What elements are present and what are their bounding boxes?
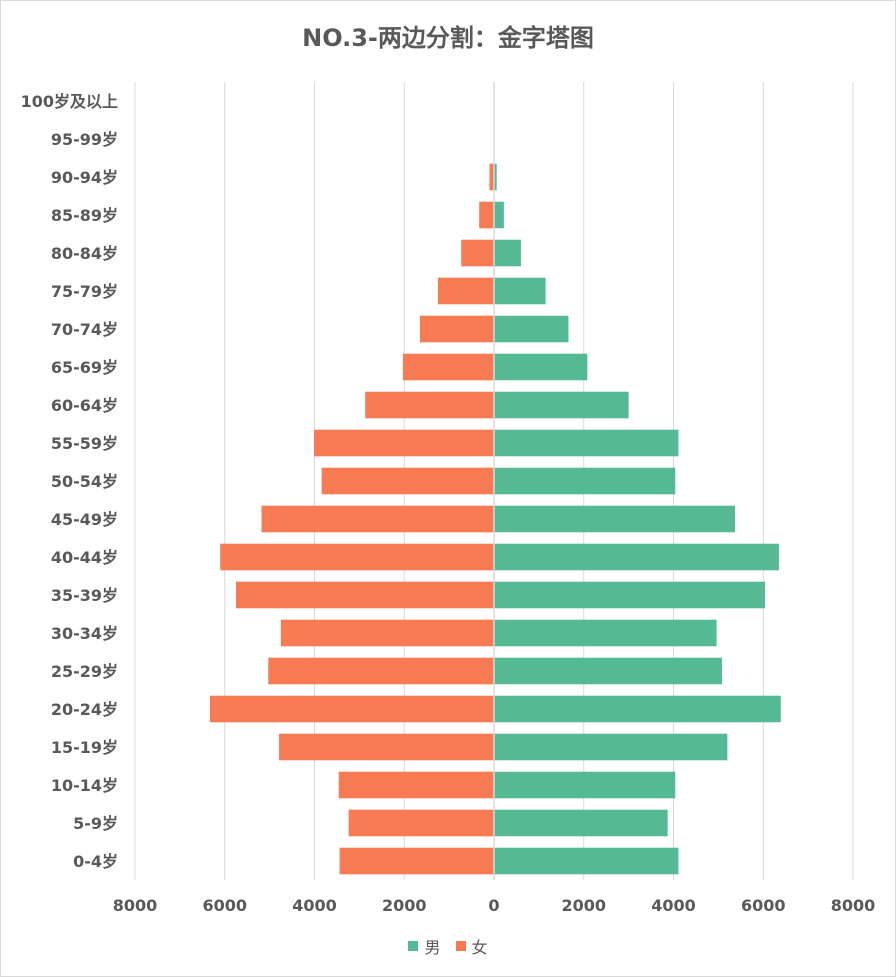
bar-female-80-84岁 bbox=[461, 239, 494, 267]
y-tick-label: 25-29岁 bbox=[51, 662, 118, 681]
y-tick-label: 75-79岁 bbox=[51, 282, 118, 301]
bar-female-70-74岁 bbox=[419, 315, 494, 343]
bar-male-45-49岁 bbox=[494, 505, 735, 533]
x-axis-labels: 8000 6000 4000 2000 0 2000 4000 6000 8000 bbox=[113, 896, 876, 915]
legend-item-female: 女 bbox=[455, 934, 488, 958]
x-tick-label: 6000 bbox=[741, 896, 786, 915]
bar-male-75-79岁 bbox=[494, 277, 546, 305]
bar-male-65-69岁 bbox=[494, 353, 588, 381]
y-tick-label: 95-99岁 bbox=[51, 130, 118, 149]
bar-female-5-9岁 bbox=[348, 809, 494, 837]
x-tick-label: 6000 bbox=[202, 896, 247, 915]
y-tick-label: 20-24岁 bbox=[51, 700, 118, 719]
bar-female-85-89岁 bbox=[479, 201, 494, 229]
x-tick-label: 8000 bbox=[113, 896, 158, 915]
y-tick-label: 15-19岁 bbox=[51, 738, 118, 757]
bar-female-25-29岁 bbox=[268, 657, 494, 685]
bar-female-45-49岁 bbox=[261, 505, 494, 533]
y-axis-labels: 100岁及以上 95-99岁 90-94岁 85-89岁 80-84岁 75-79岁 70-… bbox=[21, 92, 118, 871]
y-tick-label: 0-4岁 bbox=[73, 852, 118, 871]
bars bbox=[209, 163, 781, 875]
bar-female-15-19岁 bbox=[279, 733, 494, 761]
legend: 男 女 bbox=[0, 934, 896, 958]
bar-female-50-54岁 bbox=[321, 467, 494, 495]
x-tick-label: 2000 bbox=[382, 896, 427, 915]
bar-female-30-34岁 bbox=[280, 619, 494, 647]
bar-male-20-24岁 bbox=[494, 695, 781, 723]
x-tick-label: 0 bbox=[488, 896, 499, 915]
bar-male-25-29岁 bbox=[494, 657, 722, 685]
bar-male-55-59岁 bbox=[494, 429, 679, 457]
bar-male-60-64岁 bbox=[494, 391, 629, 419]
legend-item-male: 男 bbox=[408, 934, 440, 958]
y-tick-label: 45-49岁 bbox=[51, 510, 118, 529]
bar-female-65-69岁 bbox=[402, 353, 494, 381]
bar-male-30-34岁 bbox=[494, 619, 717, 647]
bar-female-35-39岁 bbox=[235, 581, 494, 609]
x-tick-label: 4000 bbox=[292, 896, 337, 915]
y-tick-label: 90-94岁 bbox=[51, 168, 118, 187]
y-tick-label: 40-44岁 bbox=[51, 548, 118, 567]
y-tick-label: 55-59岁 bbox=[51, 434, 118, 453]
bar-male-70-74岁 bbox=[494, 315, 569, 343]
y-tick-label: 70-74岁 bbox=[51, 320, 118, 339]
bar-female-40-44岁 bbox=[220, 543, 494, 571]
bar-female-60-64岁 bbox=[365, 391, 494, 419]
bar-male-5-9岁 bbox=[494, 809, 668, 837]
y-tick-label: 35-39岁 bbox=[51, 586, 118, 605]
x-tick-label: 4000 bbox=[651, 896, 696, 915]
bar-male-15-19岁 bbox=[494, 733, 728, 761]
legend-label-female: 女 bbox=[471, 938, 488, 957]
bar-female-55-59岁 bbox=[314, 429, 494, 457]
y-tick-label: 85-89岁 bbox=[51, 206, 118, 225]
bar-male-0-4岁 bbox=[494, 847, 679, 875]
bar-male-85-89岁 bbox=[494, 201, 504, 229]
y-tick-label: 30-34岁 bbox=[51, 624, 118, 643]
legend-swatch-female bbox=[455, 941, 466, 951]
bar-female-75-79岁 bbox=[437, 277, 494, 305]
y-tick-label: 5-9岁 bbox=[73, 814, 118, 833]
y-tick-label: 80-84岁 bbox=[51, 244, 118, 263]
bar-female-20-24岁 bbox=[209, 695, 494, 723]
bar-female-0-4岁 bbox=[339, 847, 494, 875]
y-tick-label: 100岁及以上 bbox=[21, 92, 118, 111]
legend-swatch-male bbox=[408, 941, 419, 951]
y-tick-label: 10-14岁 bbox=[51, 776, 118, 795]
bar-male-50-54岁 bbox=[494, 467, 676, 495]
bar-male-35-39岁 bbox=[494, 581, 766, 609]
chart-title: NO.3-两边分割：金字塔图 bbox=[302, 24, 594, 52]
x-tick-label: 2000 bbox=[561, 896, 606, 915]
bar-male-10-14岁 bbox=[494, 771, 676, 799]
y-tick-label: 65-69岁 bbox=[51, 358, 118, 377]
y-tick-label: 60-64岁 bbox=[51, 396, 118, 415]
bar-female-10-14岁 bbox=[338, 771, 494, 799]
x-tick-label: 8000 bbox=[831, 896, 876, 915]
y-tick-label: 50-54岁 bbox=[51, 472, 118, 491]
bar-male-90-94岁 bbox=[494, 163, 497, 191]
legend-label-male: 男 bbox=[424, 938, 441, 957]
bar-female-90-94岁 bbox=[489, 163, 494, 191]
bar-male-40-44岁 bbox=[494, 543, 779, 571]
bar-male-80-84岁 bbox=[494, 239, 521, 267]
